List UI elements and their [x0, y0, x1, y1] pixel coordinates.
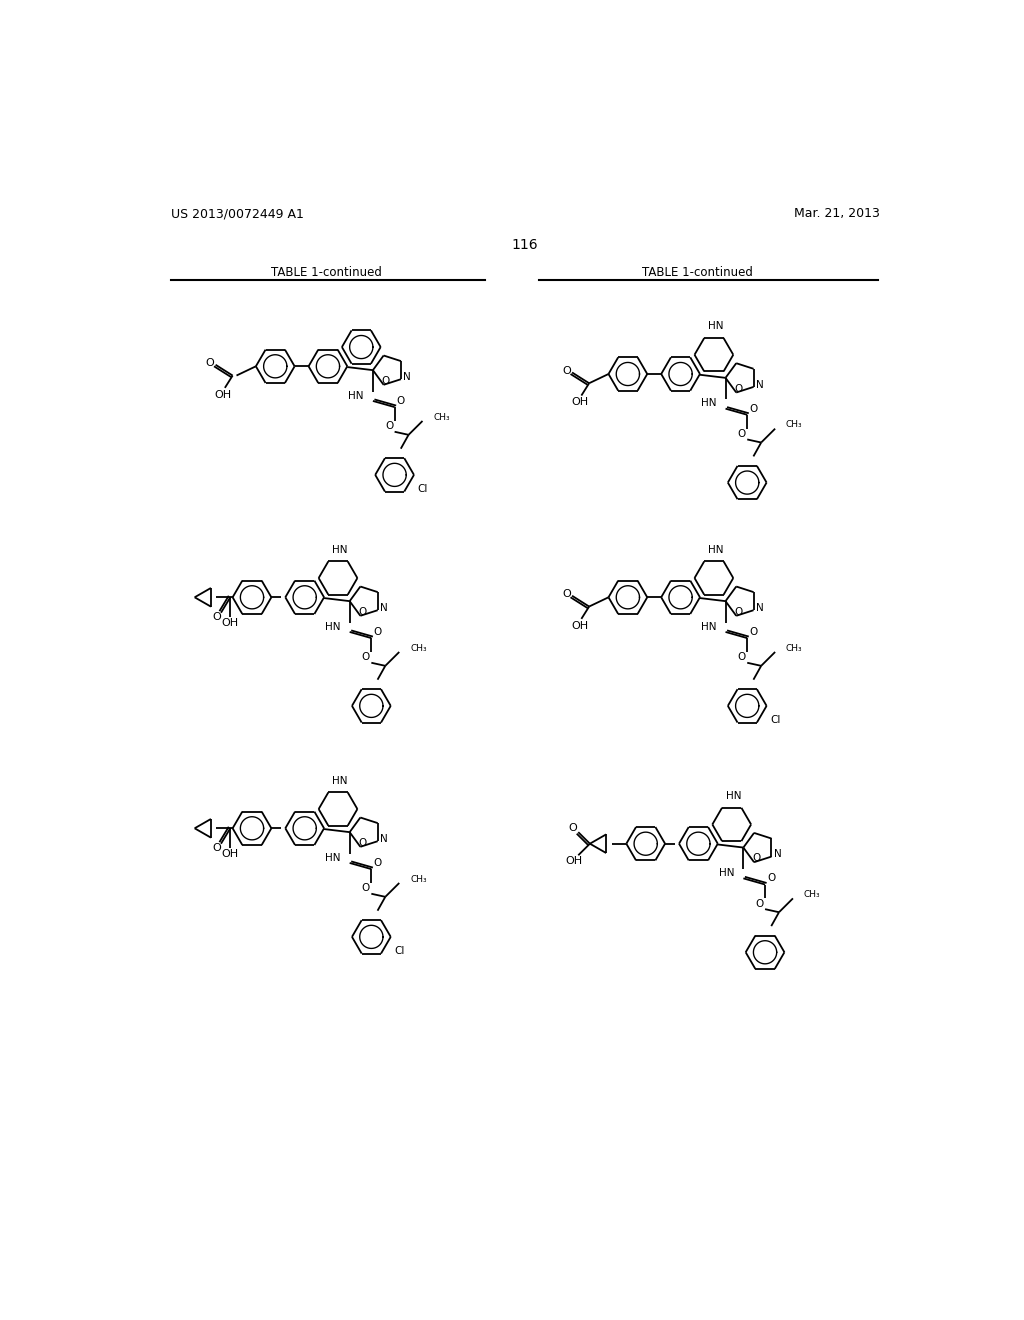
Text: O: O: [756, 899, 764, 908]
Text: Mar. 21, 2013: Mar. 21, 2013: [794, 207, 880, 220]
Text: CH₃: CH₃: [410, 875, 427, 883]
Text: O: O: [382, 376, 390, 385]
Text: OH: OH: [571, 397, 589, 408]
Text: N: N: [380, 834, 388, 843]
Text: HN: HN: [325, 853, 340, 862]
Text: O: O: [750, 627, 758, 638]
Text: O: O: [767, 874, 775, 883]
Text: O: O: [374, 858, 382, 869]
Text: O: O: [358, 607, 367, 616]
Text: O: O: [212, 612, 221, 622]
Text: US 2013/0072449 A1: US 2013/0072449 A1: [171, 207, 303, 220]
Text: CH₃: CH₃: [804, 890, 820, 899]
Text: N: N: [756, 380, 764, 389]
Text: N: N: [403, 372, 411, 381]
Text: CH₃: CH₃: [786, 420, 803, 429]
Text: Cl: Cl: [394, 945, 404, 956]
Text: HN: HN: [700, 622, 716, 631]
Text: HN: HN: [700, 399, 716, 408]
Text: OH: OH: [215, 389, 231, 400]
Text: O: O: [206, 358, 214, 368]
Text: OH: OH: [566, 855, 583, 866]
Text: N: N: [756, 603, 764, 612]
Text: TABLE 1-continued: TABLE 1-continued: [271, 265, 382, 279]
Text: CH₃: CH₃: [433, 413, 450, 421]
Text: HN: HN: [708, 321, 723, 331]
Text: HN: HN: [719, 869, 734, 878]
Text: CH₃: CH₃: [786, 644, 803, 652]
Text: Cl: Cl: [418, 483, 428, 494]
Text: CH₃: CH₃: [410, 644, 427, 652]
Text: HN: HN: [332, 776, 347, 785]
Text: HN: HN: [332, 545, 347, 554]
Text: TABLE 1-continued: TABLE 1-continued: [642, 265, 753, 279]
Text: OH: OH: [571, 620, 589, 631]
Text: O: O: [568, 824, 578, 833]
Text: HN: HN: [726, 791, 741, 801]
Text: O: O: [396, 396, 404, 407]
Text: HN: HN: [708, 545, 723, 554]
Text: 116: 116: [511, 239, 539, 252]
Text: O: O: [562, 589, 571, 599]
Text: O: O: [737, 652, 745, 663]
Text: O: O: [750, 404, 758, 413]
Text: O: O: [737, 429, 745, 440]
Text: O: O: [562, 366, 571, 376]
Text: O: O: [212, 843, 221, 853]
Text: O: O: [385, 421, 393, 432]
Text: Cl: Cl: [770, 714, 781, 725]
Text: N: N: [380, 603, 388, 612]
Text: O: O: [734, 384, 742, 393]
Text: OH: OH: [222, 619, 239, 628]
Text: O: O: [374, 627, 382, 638]
Text: O: O: [753, 853, 761, 863]
Text: O: O: [361, 883, 370, 894]
Text: O: O: [734, 607, 742, 616]
Text: O: O: [361, 652, 370, 663]
Text: OH: OH: [222, 850, 239, 859]
Text: N: N: [774, 849, 781, 859]
Text: HN: HN: [348, 391, 364, 400]
Text: HN: HN: [325, 622, 340, 631]
Text: O: O: [358, 838, 367, 847]
